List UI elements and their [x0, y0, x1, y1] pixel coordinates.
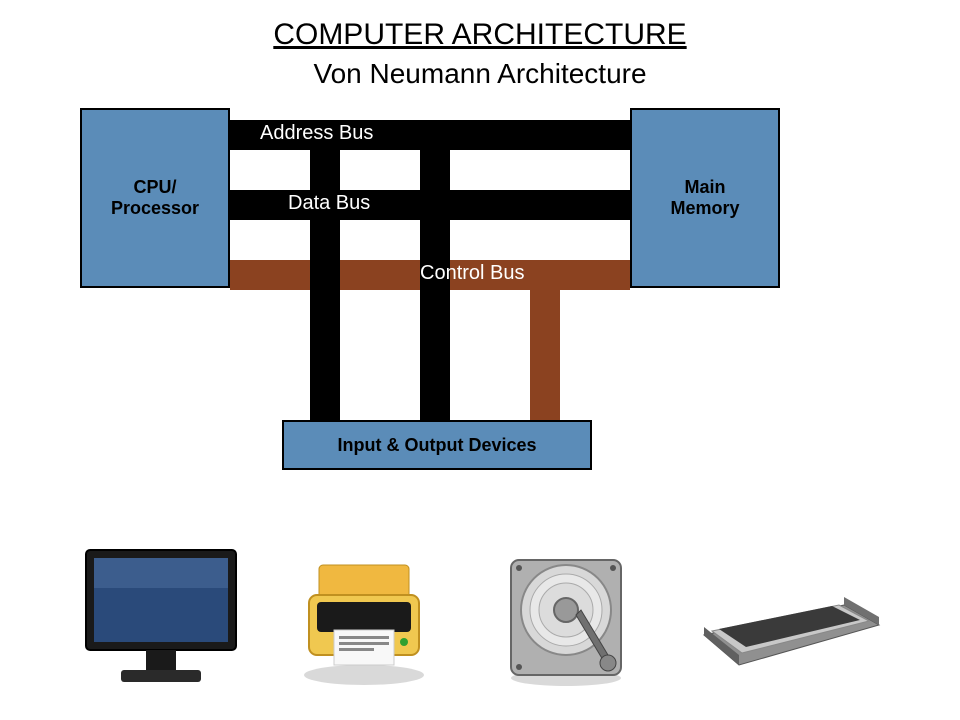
vbus-2: [530, 290, 560, 420]
control-bus-label: Control Bus: [420, 262, 525, 285]
cpu-label: CPU/ Processor: [111, 177, 199, 219]
io-box: Input & Output Devices: [282, 420, 592, 470]
io-label: Input & Output Devices: [337, 435, 536, 456]
memory-box: Main Memory: [630, 108, 780, 288]
scanner-icon: [684, 555, 884, 675]
device-icons-row: [60, 530, 900, 700]
vbus-1: [420, 150, 450, 420]
page-title: COMPUTER ARCHITECTURE: [0, 18, 960, 52]
vbus-0: [310, 150, 340, 420]
data-bus-label: Data Bus: [288, 192, 370, 215]
address-bus-label: Address Bus: [260, 122, 373, 145]
printer-icon: [279, 540, 449, 690]
harddisk-icon: [481, 540, 651, 690]
cpu-box: CPU/ Processor: [80, 108, 230, 288]
page-subtitle: Von Neumann Architecture: [0, 58, 960, 90]
monitor-icon: [76, 540, 246, 690]
memory-label: Main Memory: [670, 177, 739, 219]
